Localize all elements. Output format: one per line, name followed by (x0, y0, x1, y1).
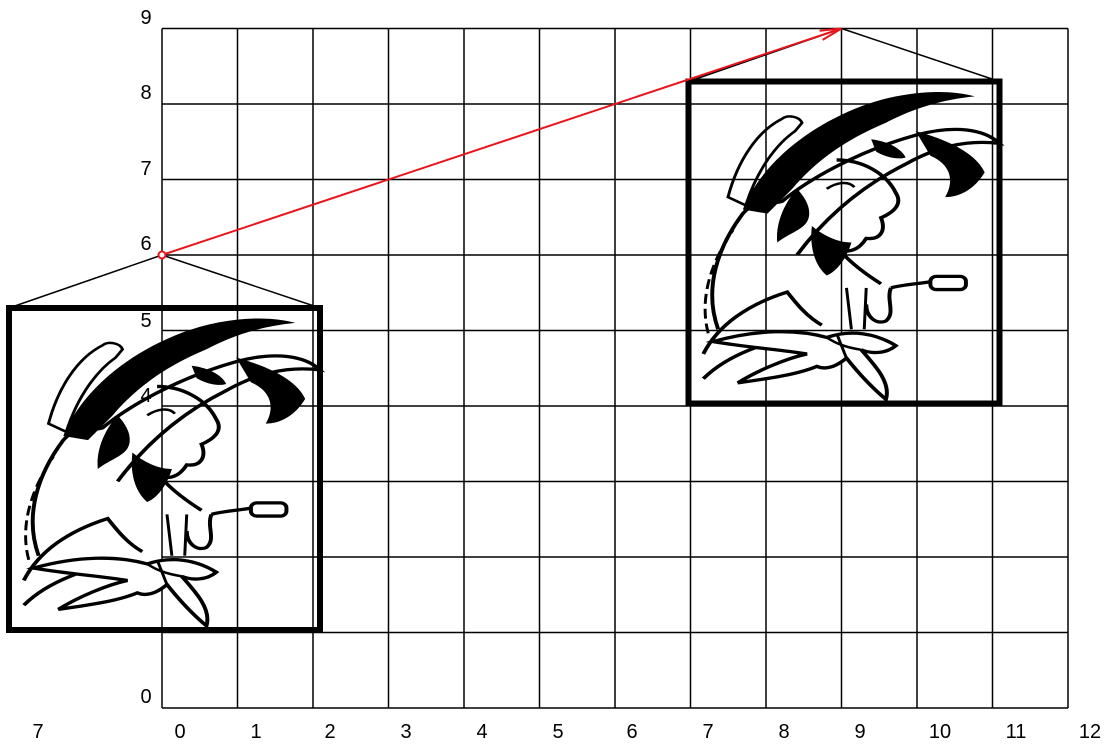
x-tick-label: 11 (1006, 721, 1027, 743)
x-tick-label: 2 (324, 721, 335, 743)
x-tick-label: 5 (552, 721, 563, 743)
translation-arrow (157, 27, 843, 260)
x-tick-label: 7 (702, 721, 713, 743)
y-tick-label: 7 (140, 158, 151, 180)
figure-frame (685, 78, 1003, 407)
y-tick-label: 0 (140, 686, 151, 708)
x-tick-label: 9 (854, 721, 865, 743)
x-tick-label: 0 (174, 721, 185, 743)
x-tick-label: 1 (250, 721, 261, 743)
x-tick-label: 6 (626, 721, 637, 743)
x-tick-label: 10 (929, 721, 951, 743)
translation-vector-line (161, 27, 842, 256)
x-tick-label: 4 (476, 721, 487, 743)
original-figure (6, 254, 323, 633)
y-tick-label: 5 (140, 310, 151, 332)
y-tick-label: 6 (140, 233, 151, 255)
anchor-point-marker (157, 250, 167, 260)
cowboy-illustration (21, 316, 322, 628)
x-tick-label: 8 (778, 721, 789, 743)
figures (6, 27, 1003, 633)
x-tick-label: 3 (400, 721, 411, 743)
arrowhead (819, 27, 843, 41)
y-tick-label: 8 (140, 82, 151, 104)
translated-figure (685, 27, 1003, 407)
projection-line (841, 27, 1000, 83)
projection-line (161, 254, 321, 309)
x-tick-label: 7 (32, 721, 43, 743)
cowboy-illustration (701, 89, 1002, 402)
figure-frame (6, 305, 323, 633)
y-tick-label: 9 (140, 7, 151, 29)
x-tick-label: 12 (1079, 721, 1101, 743)
y-tick-label: 4 (140, 385, 151, 407)
projection-line (8, 254, 163, 309)
